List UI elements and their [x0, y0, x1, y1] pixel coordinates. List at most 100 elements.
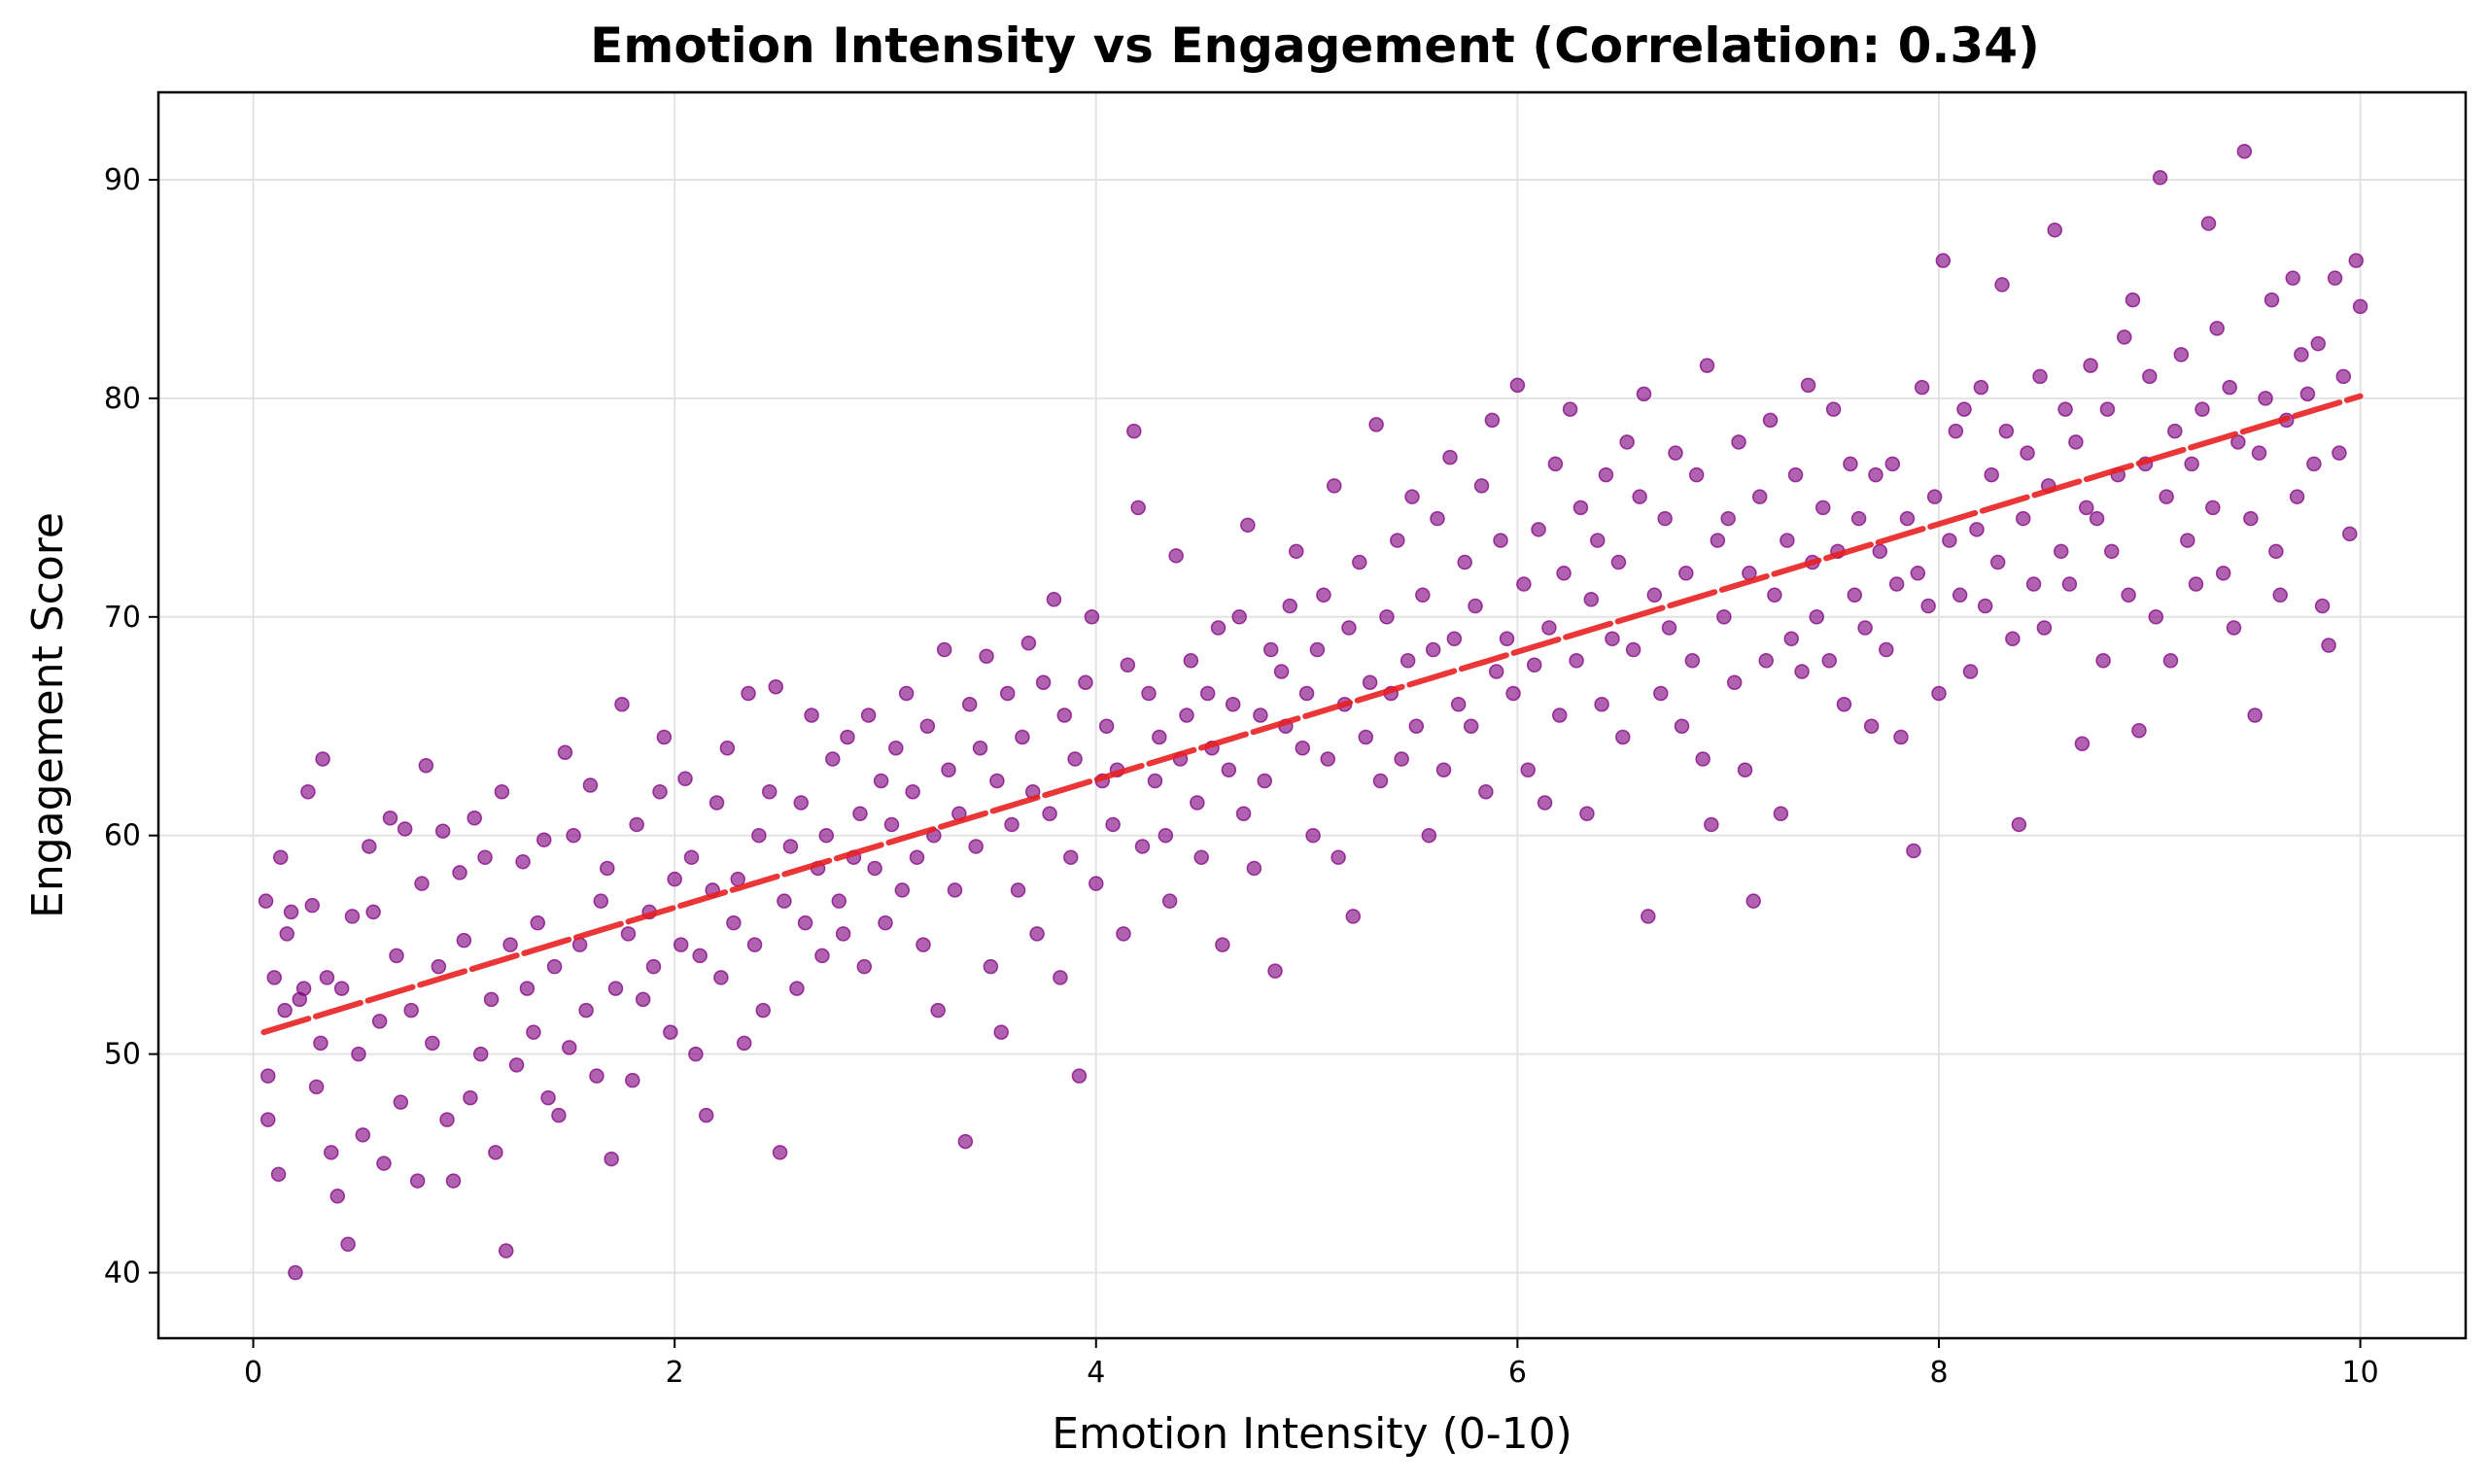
data-point — [1942, 533, 1957, 548]
plot-frame — [156, 90, 2468, 1340]
axis-ticks: 0 2 4 6 8 10 40 50 60 70 80 90 — [104, 163, 2379, 1390]
data-point — [629, 816, 644, 833]
data-point — [961, 697, 978, 712]
data-points — [258, 143, 2368, 1281]
data-point — [1400, 653, 1416, 669]
data-point — [761, 783, 778, 800]
data-point — [1056, 707, 1073, 723]
data-point — [1505, 685, 1521, 702]
data-point — [2200, 216, 2217, 231]
data-point — [1368, 417, 1384, 432]
data-point — [936, 641, 952, 658]
data-point — [2095, 653, 2111, 669]
data-point — [2306, 456, 2322, 472]
data-point — [1969, 522, 1985, 537]
data-point — [2236, 143, 2253, 159]
data-point — [1509, 377, 1526, 394]
data-point — [768, 679, 783, 695]
data-point — [1442, 449, 1458, 466]
data-point — [677, 771, 693, 786]
chart-title: Emotion Intensity vs Engagement (Correla… — [590, 17, 2040, 74]
data-point — [434, 823, 451, 839]
data-point — [1372, 773, 1389, 789]
data-point — [1657, 510, 1673, 527]
y-tick-label: 40 — [104, 1257, 141, 1291]
data-point — [825, 751, 841, 767]
data-point — [894, 882, 911, 898]
data-point — [2194, 401, 2210, 417]
x-tick-label: 0 — [244, 1356, 262, 1390]
data-point — [1899, 510, 1916, 527]
data-point — [909, 849, 925, 865]
data-point — [2025, 576, 2042, 592]
data-point — [1836, 697, 1852, 712]
data-point — [746, 937, 763, 952]
data-point — [625, 1072, 640, 1088]
data-point — [2074, 736, 2091, 751]
data-point — [1327, 478, 1342, 494]
data-point — [1084, 609, 1100, 625]
data-point — [652, 783, 668, 800]
data-point — [1179, 707, 1194, 723]
data-point — [1488, 664, 1504, 679]
data-point — [1872, 543, 1888, 560]
data-point — [1098, 718, 1115, 734]
data-point — [1619, 434, 1635, 450]
trendline — [260, 393, 2364, 1036]
data-point — [1935, 253, 1952, 268]
data-point — [2348, 253, 2365, 268]
data-point — [1193, 849, 1209, 865]
data-point — [2310, 335, 2326, 352]
data-point — [2011, 816, 2027, 833]
data-point — [1531, 522, 1546, 537]
data-point — [1783, 631, 1799, 647]
data-point — [324, 1145, 339, 1160]
data-point — [2047, 222, 2062, 238]
data-point — [259, 1112, 276, 1127]
data-point — [860, 707, 877, 723]
data-point — [2148, 609, 2164, 625]
data-point — [1499, 631, 1515, 647]
data-point — [1141, 685, 1157, 702]
data-point — [1695, 751, 1710, 767]
data-point — [2289, 489, 2305, 504]
data-point — [502, 937, 518, 952]
data-point — [288, 1264, 303, 1281]
data-point — [266, 970, 282, 985]
data-point — [1516, 576, 1532, 592]
data-point — [1610, 554, 1627, 570]
data-point — [1120, 657, 1136, 673]
y-tick-label: 70 — [104, 601, 141, 635]
data-point — [1288, 543, 1304, 560]
data-point — [2294, 347, 2309, 362]
data-point — [888, 740, 904, 756]
x-tick-label: 4 — [1087, 1356, 1105, 1390]
data-point — [741, 685, 756, 702]
data-point — [1551, 707, 1568, 723]
data-point — [1920, 598, 1936, 614]
data-point — [546, 958, 563, 975]
data-point — [2173, 347, 2190, 362]
data-point — [1042, 806, 1057, 821]
data-point — [1556, 566, 1572, 581]
data-point — [1767, 587, 1782, 604]
data-point — [393, 1094, 409, 1110]
x-tick-label: 10 — [2342, 1356, 2379, 1390]
data-point — [1910, 566, 1926, 581]
data-point — [1421, 827, 1437, 844]
data-point — [673, 937, 689, 952]
data-point — [1067, 751, 1083, 767]
data-point — [593, 893, 609, 909]
data-point — [1425, 641, 1441, 658]
data-point — [1063, 849, 1079, 865]
data-point — [1415, 587, 1431, 604]
data-point — [645, 958, 662, 975]
data-point — [431, 958, 447, 975]
data-point — [2057, 401, 2073, 417]
data-point — [589, 1068, 605, 1084]
data-point — [614, 697, 630, 712]
data-point — [498, 1243, 514, 1259]
data-point — [2285, 270, 2300, 286]
data-point — [258, 893, 274, 909]
data-point — [1078, 674, 1093, 691]
